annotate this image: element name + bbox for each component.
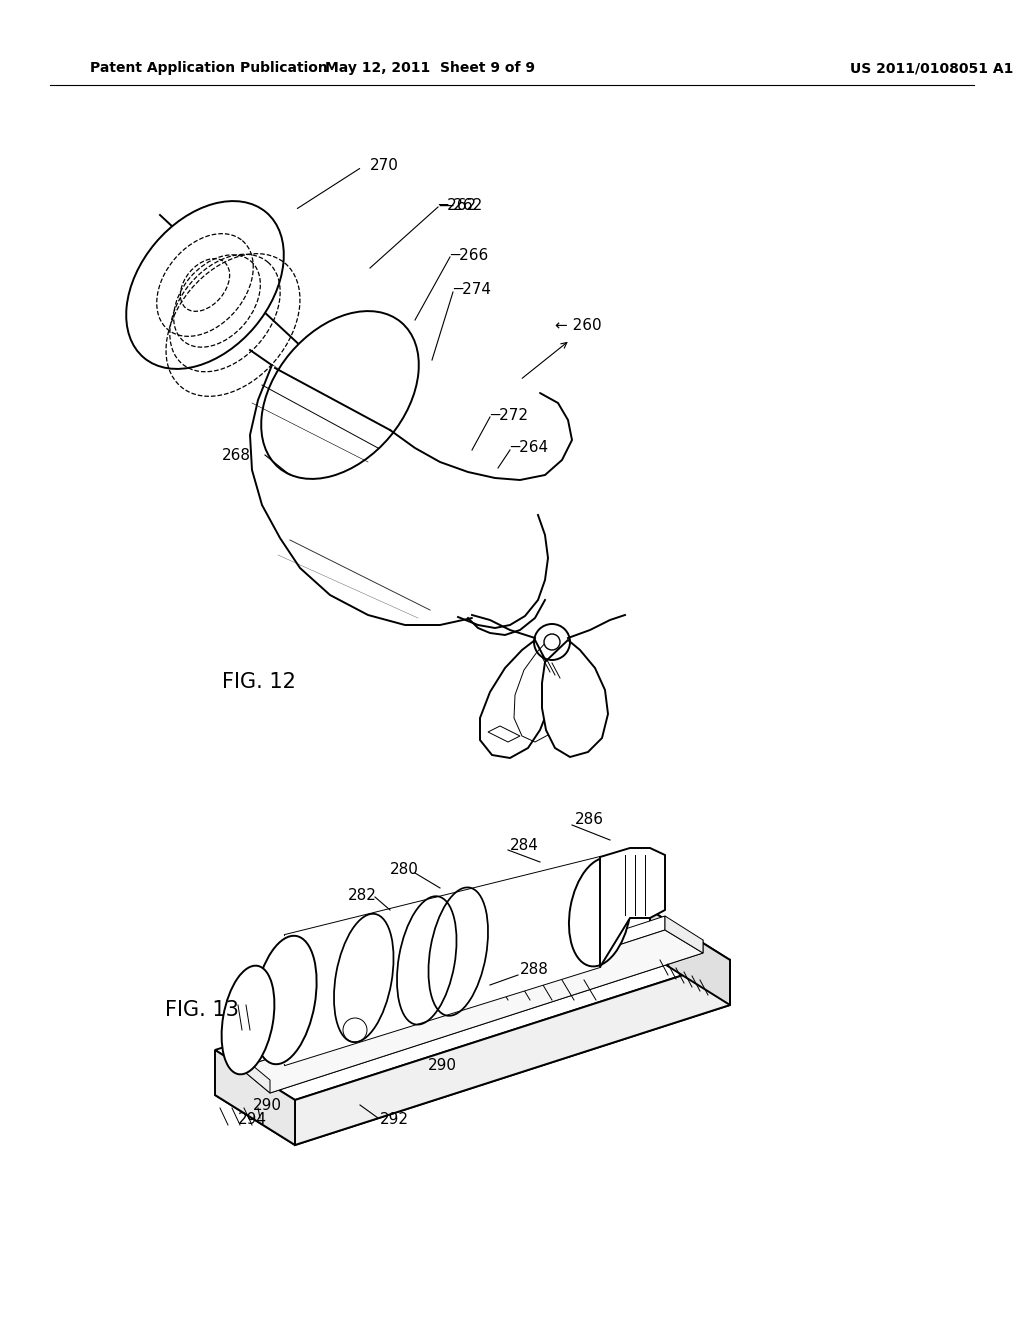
Ellipse shape: [253, 936, 316, 1064]
Polygon shape: [285, 857, 600, 1065]
Text: 288: 288: [520, 962, 549, 978]
Text: 294: 294: [238, 1113, 267, 1127]
Polygon shape: [215, 1049, 295, 1144]
Text: FIG. 12: FIG. 12: [222, 672, 296, 692]
Ellipse shape: [569, 858, 631, 966]
Ellipse shape: [261, 312, 419, 479]
Polygon shape: [650, 909, 730, 1005]
Polygon shape: [250, 366, 572, 624]
Text: 280: 280: [390, 862, 419, 878]
Circle shape: [544, 634, 560, 649]
Polygon shape: [542, 640, 608, 756]
Text: FIG. 13: FIG. 13: [165, 1001, 239, 1020]
Polygon shape: [215, 954, 730, 1144]
Polygon shape: [295, 960, 730, 1144]
Text: May 12, 2011  Sheet 9 of 9: May 12, 2011 Sheet 9 of 9: [325, 61, 535, 75]
Text: 292: 292: [380, 1113, 409, 1127]
Text: US 2011/0108051 A1: US 2011/0108051 A1: [850, 61, 1014, 75]
Text: ─274: ─274: [453, 282, 490, 297]
Text: ─272: ─272: [490, 408, 528, 422]
Text: 286: 286: [575, 813, 604, 828]
Text: —262: —262: [438, 198, 482, 213]
Text: 284: 284: [510, 837, 539, 853]
Ellipse shape: [221, 966, 274, 1074]
Polygon shape: [270, 940, 703, 1093]
Polygon shape: [488, 726, 520, 742]
Polygon shape: [215, 909, 730, 1100]
Text: 290: 290: [253, 1097, 282, 1113]
Polygon shape: [480, 640, 550, 758]
Polygon shape: [665, 916, 703, 953]
Text: ─262: ─262: [438, 198, 476, 213]
Text: ─266: ─266: [450, 248, 488, 263]
Polygon shape: [160, 215, 380, 440]
Text: 282: 282: [348, 887, 377, 903]
Polygon shape: [240, 916, 665, 1068]
Text: 290: 290: [428, 1057, 457, 1072]
Text: Patent Application Publication: Patent Application Publication: [90, 61, 328, 75]
Text: 270: 270: [370, 157, 399, 173]
Text: 268: 268: [222, 447, 251, 462]
Text: ─264: ─264: [510, 441, 548, 455]
Ellipse shape: [126, 201, 284, 368]
Text: ← 260: ← 260: [555, 318, 602, 333]
Polygon shape: [240, 931, 703, 1093]
Polygon shape: [600, 847, 665, 968]
Polygon shape: [240, 1055, 270, 1093]
